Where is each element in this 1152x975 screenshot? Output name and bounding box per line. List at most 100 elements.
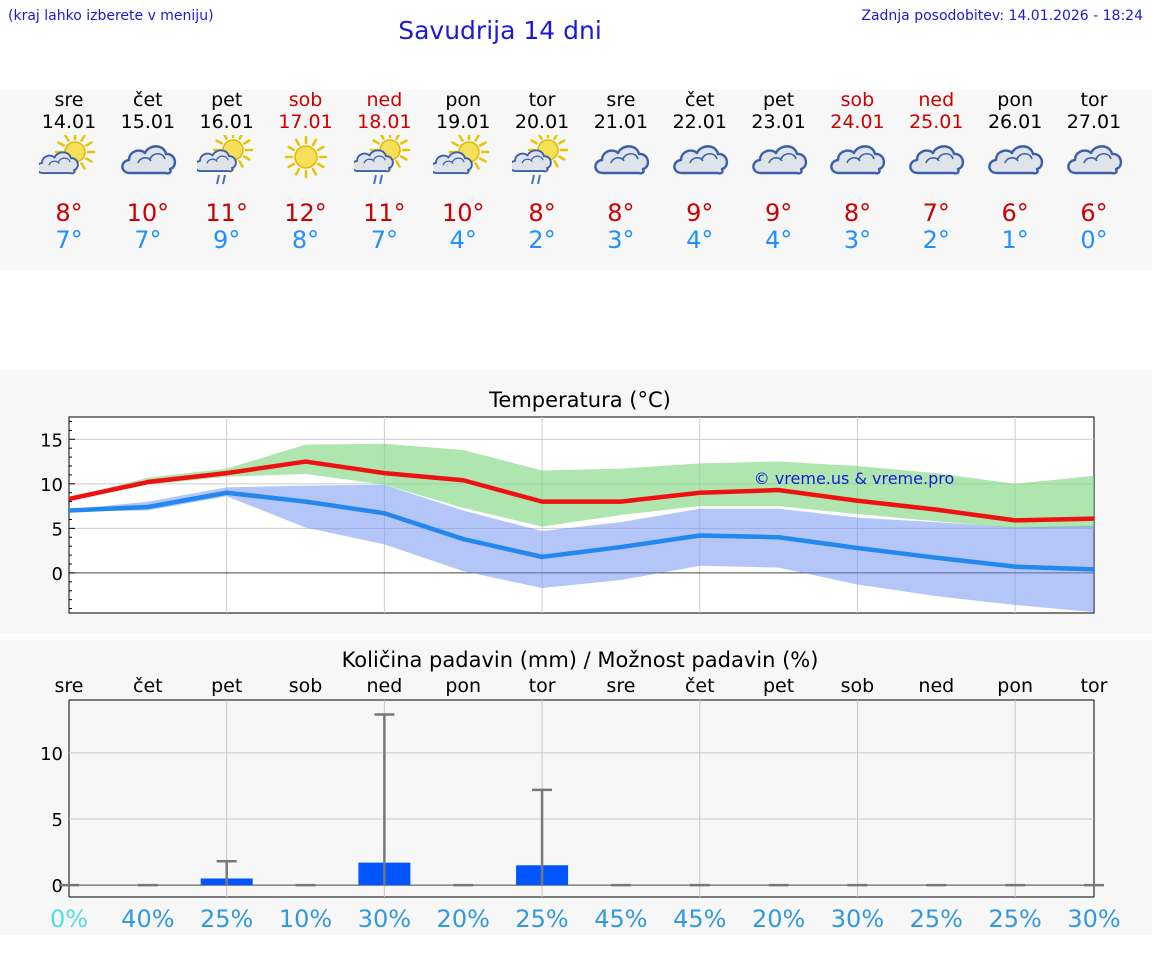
temp-min: 1° <box>1001 226 1029 254</box>
day-date: 18.01 <box>357 111 412 133</box>
cloud-icon <box>909 145 965 175</box>
sun-cloud-rain-icon <box>196 135 253 185</box>
day-date: 26.01 <box>987 111 1043 133</box>
temp-max: 11° <box>363 199 406 227</box>
temp-min: 4° <box>686 226 714 254</box>
precip-probability: 25% <box>515 905 568 933</box>
day-date: 23.01 <box>751 111 806 133</box>
temp-min: 0° <box>1080 226 1108 254</box>
temp-min: 7° <box>370 226 399 254</box>
day-date: 17.01 <box>278 111 333 133</box>
cloud-icon <box>988 145 1044 175</box>
cloud-icon <box>830 145 886 175</box>
temp-min: 3° <box>607 226 635 254</box>
sun-cloud-rain-icon <box>512 135 569 185</box>
day-label: tor <box>529 675 556 697</box>
day-label: sob <box>289 675 323 697</box>
precip-probability: 20% <box>752 905 805 933</box>
temp-max: 8° <box>528 199 556 227</box>
precip-probability: 25% <box>910 905 963 933</box>
day-name: tor <box>1080 89 1108 111</box>
precip-probability: 0% <box>50 905 88 933</box>
min-temp-line <box>68 490 1095 572</box>
empty-band <box>0 270 1152 365</box>
day-label: sre <box>55 675 84 697</box>
temp-min: 4° <box>449 226 477 254</box>
day-label: ned <box>366 675 402 697</box>
day-date: 24.01 <box>830 111 885 133</box>
day-name: sre <box>54 89 84 111</box>
day-name: pet <box>763 89 795 111</box>
temp-min: 7° <box>134 226 162 254</box>
temp-max: 11° <box>205 199 248 227</box>
temp-max: 12° <box>284 199 327 227</box>
day-date: 19.01 <box>436 111 491 133</box>
cloud-icon <box>594 145 650 175</box>
day-label: pon <box>445 675 481 697</box>
day-date: 20.01 <box>514 111 570 133</box>
cloud-icon <box>751 145 807 175</box>
last-update: Zadnja posodobitev: 14.01.2026 - 18:24 <box>861 8 1143 24</box>
precip-probability: 20% <box>437 905 490 933</box>
day-label: čet <box>133 675 163 697</box>
temp-max: 7° <box>922 199 950 227</box>
day-date: 14.01 <box>41 111 97 133</box>
sun-icon <box>284 135 327 179</box>
day-name: čet <box>684 89 715 111</box>
temp-max: 8° <box>55 199 83 227</box>
day-name: pon <box>997 89 1033 111</box>
precip-probability: 25% <box>200 905 253 933</box>
day-name: sob <box>840 89 875 111</box>
forecast-strip <box>0 90 1152 270</box>
day-label: pet <box>763 675 794 697</box>
y-tick-label: 15 <box>40 430 63 451</box>
page-title: Savudrija 14 dni <box>398 16 602 45</box>
precipitation-chart: sre čet pet sob ned pon tor sre čet pet sob ned pon t… <box>40 675 1121 933</box>
precip-probability: 30% <box>1067 905 1120 933</box>
precip-probability: 25% <box>988 905 1041 933</box>
day-label: pon <box>997 675 1033 697</box>
temp-max: 6° <box>1080 199 1108 227</box>
y-tick-label: 10 <box>40 744 63 765</box>
cloud-icon <box>1067 145 1123 175</box>
temp-min: 9° <box>213 226 241 254</box>
location-hint: (kraj lahko izberete v meniju) <box>8 8 214 24</box>
temperature-chart-title: Temperatura (°C) <box>489 388 671 412</box>
day-name: ned <box>366 89 403 111</box>
sun-cloud-icon <box>433 135 490 175</box>
day-date: 22.01 <box>672 111 727 133</box>
day-date: 16.01 <box>199 111 254 133</box>
day-label: ned <box>918 675 954 697</box>
temp-min: 2° <box>922 226 950 254</box>
temp-min: 2° <box>528 226 556 254</box>
day-name: sre <box>606 89 636 111</box>
y-tick-label: 10 <box>40 475 63 496</box>
precip-probability: 30% <box>831 905 884 933</box>
day-name: pon <box>445 89 482 111</box>
sun-cloud-icon <box>39 135 96 175</box>
day-label: sob <box>841 675 875 697</box>
day-name: pet <box>211 89 243 111</box>
temp-min: 8° <box>291 226 320 254</box>
day-date: 15.01 <box>120 111 176 133</box>
precip-probability: 45% <box>594 905 647 933</box>
max-temp-line <box>68 459 1095 523</box>
precip-probability: 40% <box>121 905 174 933</box>
watermark: © vreme.us & vreme.pro <box>754 469 955 488</box>
temp-max: 8° <box>607 199 635 227</box>
plot-area <box>69 700 1094 897</box>
temp-max: 10° <box>441 199 485 227</box>
temp-min: 4° <box>764 226 793 254</box>
day-name: čet <box>133 89 163 111</box>
cloud-icon <box>672 145 728 175</box>
day-label: sre <box>606 675 635 697</box>
y-tick-label: 0 <box>52 876 63 897</box>
precip-probability: 30% <box>358 905 411 933</box>
y-tick-label: 5 <box>52 810 63 831</box>
day-label: tor <box>1081 675 1108 697</box>
temp-max: 9° <box>764 199 793 227</box>
cloud-icon <box>121 145 176 175</box>
sun-cloud-rain-icon <box>354 135 411 185</box>
day-name: tor <box>528 89 556 111</box>
temp-min: 3° <box>843 226 872 254</box>
